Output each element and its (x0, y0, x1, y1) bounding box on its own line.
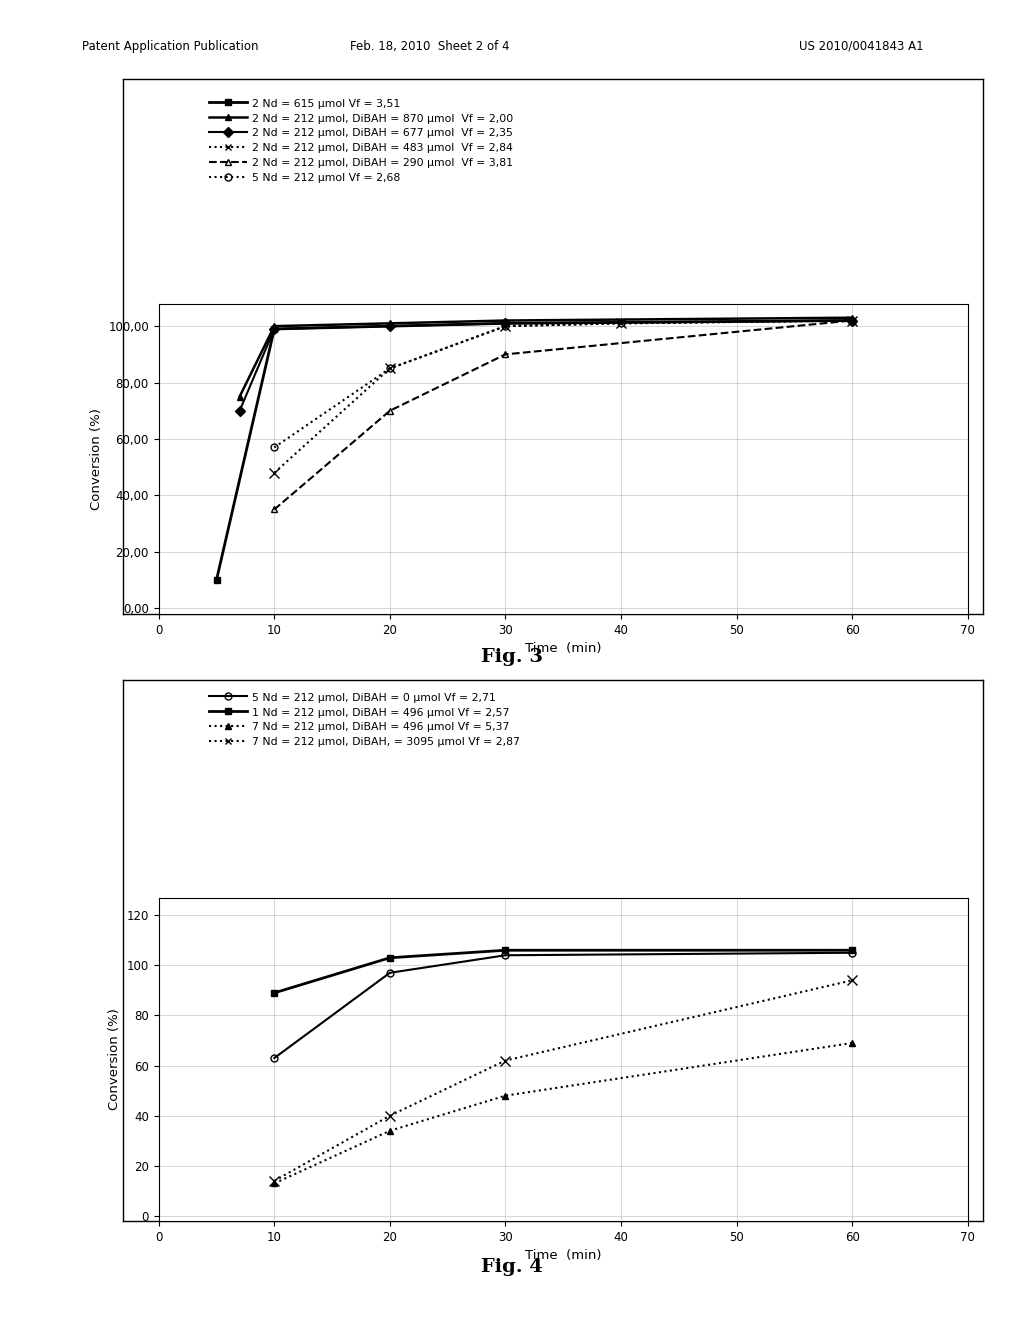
Y-axis label: Conversion (%): Conversion (%) (109, 1008, 121, 1110)
Text: US 2010/0041843 A1: US 2010/0041843 A1 (799, 40, 924, 53)
X-axis label: Time  (min): Time (min) (525, 642, 601, 655)
Text: Fig. 3: Fig. 3 (481, 648, 543, 667)
Text: Patent Application Publication: Patent Application Publication (82, 40, 258, 53)
X-axis label: Time  (min): Time (min) (525, 1249, 601, 1262)
Legend: 5 Nd = 212 μmol, DiBAH = 0 μmol Vf = 2,71, 1 Nd = 212 μmol, DiBAH = 496 μmol Vf : 5 Nd = 212 μmol, DiBAH = 0 μmol Vf = 2,7… (205, 688, 524, 751)
Text: Fig. 4: Fig. 4 (481, 1258, 543, 1276)
Y-axis label: Conversion (%): Conversion (%) (90, 408, 102, 510)
Legend: 2 Nd = 615 μmol Vf = 3,51, 2 Nd = 212 μmol, DiBAH = 870 μmol  Vf = 2,00, 2 Nd = : 2 Nd = 615 μmol Vf = 3,51, 2 Nd = 212 μm… (205, 94, 518, 187)
Text: Feb. 18, 2010  Sheet 2 of 4: Feb. 18, 2010 Sheet 2 of 4 (350, 40, 510, 53)
